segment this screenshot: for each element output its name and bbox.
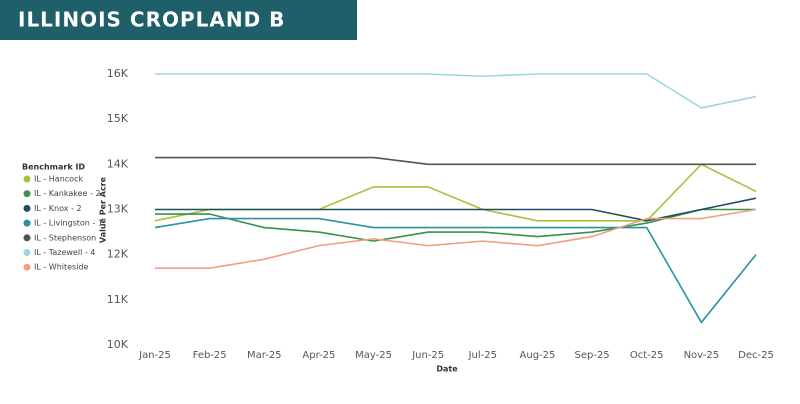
title-banner (0, 0, 357, 40)
x-tick-label: Oct-25 (630, 350, 664, 361)
legend-label: IL - Tazewell - 4 (34, 248, 95, 257)
series-line (154, 163, 757, 222)
legend-marker (23, 219, 31, 227)
series-line (155, 208, 757, 270)
x-tick-label: Nov-25 (684, 350, 720, 361)
legend-label: IL - Knox - 2 (34, 204, 82, 213)
x-axis-label: Date (436, 365, 458, 374)
x-tick-label: May-25 (355, 350, 392, 361)
legend-label: IL - Kankakee - 2 (34, 189, 101, 198)
legend-marker (23, 204, 31, 212)
y-tick-label: 12K (107, 248, 129, 261)
x-tick-label: Jun-25 (411, 350, 444, 361)
x-tick-label: Sep-25 (574, 350, 609, 361)
legend-label: IL - Stephenson (34, 233, 96, 242)
y-tick-label: 14K (107, 157, 129, 170)
y-tick-label: 10K (107, 338, 129, 351)
y-tick-label: 13K (107, 203, 129, 216)
x-tick-label: Dec-25 (738, 350, 774, 361)
legend-label: IL - Hancock (34, 175, 83, 184)
legend-marker (23, 190, 31, 198)
x-tick-label: Aug-25 (520, 350, 556, 361)
y-axis-label: Value Per Acre (99, 176, 108, 243)
x-tick-label: Apr-25 (302, 350, 335, 361)
x-tick-label: Feb-25 (193, 350, 227, 361)
x-tick-label: Jul-25 (468, 350, 497, 361)
y-tick-label: 16K (107, 67, 129, 80)
series-line (155, 156, 756, 166)
legend-title: Benchmark ID (22, 163, 85, 172)
legend-label: IL - Livingston - 1 (34, 219, 103, 228)
legend-label: IL - Whiteside (34, 263, 89, 272)
x-tick-label: Mar-25 (247, 350, 282, 361)
series-line (155, 73, 757, 109)
y-tick-label: 11K (107, 293, 129, 306)
legend-marker (23, 263, 31, 271)
series-line (154, 217, 757, 324)
y-tick-label: 15K (107, 112, 129, 125)
legend-marker (23, 175, 31, 183)
chart-title: ILLINOIS CROPLAND B (18, 8, 285, 32)
legend-marker (23, 234, 31, 242)
x-tick-label: Jan-25 (138, 350, 171, 361)
legend-marker (23, 249, 31, 256)
series-line (155, 208, 756, 242)
